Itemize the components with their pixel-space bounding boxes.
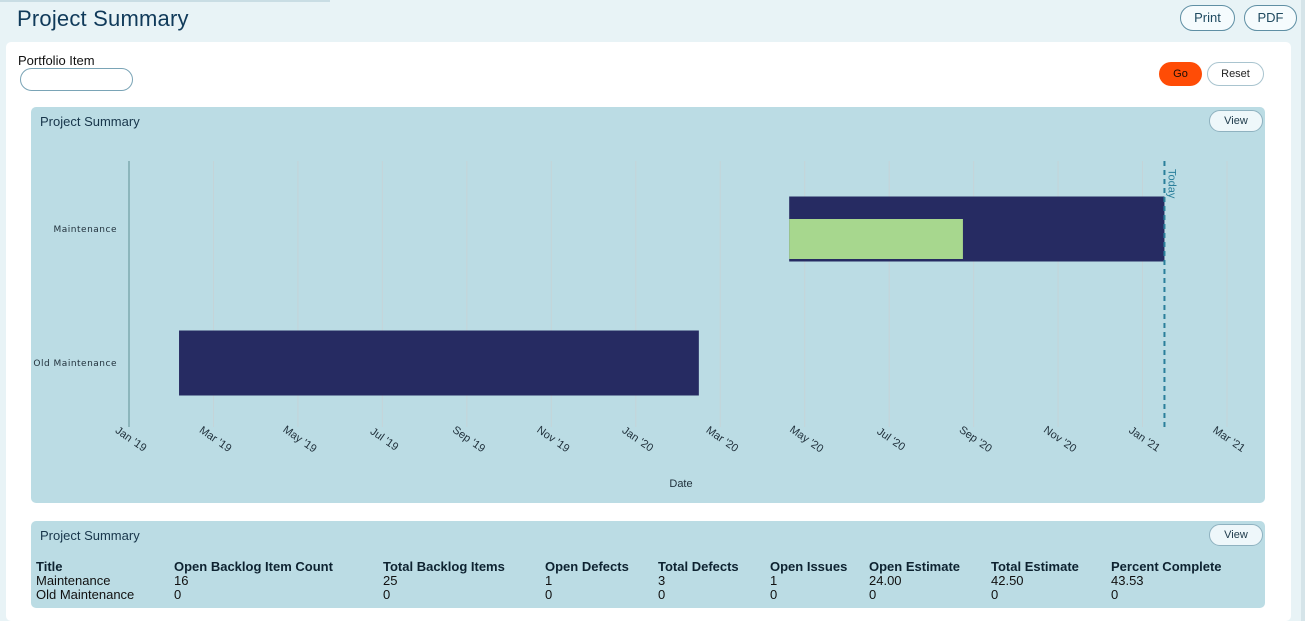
table-cell-title: Maintenance	[36, 573, 111, 588]
table-cell: 3	[658, 573, 666, 588]
x-tick-label: Mar '19	[197, 424, 234, 455]
x-tick-label: Jan '20	[620, 425, 656, 455]
x-tick-label: May '19	[281, 424, 319, 456]
y-row-label: Maintenance	[54, 225, 117, 235]
table-cell: 1	[545, 573, 553, 588]
table-cell: 0	[383, 587, 391, 602]
column-header-total-defects: Total Defects	[658, 559, 739, 574]
gantt-progress-bar	[789, 219, 963, 259]
table-cell: 24.00	[869, 573, 902, 588]
gantt-card-title: Project Summary	[40, 114, 140, 129]
table-cell: 0	[869, 587, 877, 602]
table-view-button[interactable]: View	[1209, 524, 1263, 546]
table-cell: 0	[658, 587, 666, 602]
column-header-total-estimate: Total Estimate	[991, 559, 1079, 574]
x-tick-label: Nov '20	[1041, 424, 1078, 455]
x-tick-label: May '20	[787, 424, 825, 456]
summary-table-card: Project Summary View Title Open Backlog …	[31, 521, 1265, 608]
print-button[interactable]: Print	[1180, 5, 1235, 31]
table-cell: 16	[174, 573, 189, 588]
column-header-percent-complete: Percent Complete	[1111, 559, 1222, 574]
x-tick-label: Jul '20	[875, 426, 908, 454]
reset-button[interactable]: Reset	[1207, 62, 1264, 86]
x-tick-label: Mar '21	[1210, 424, 1247, 455]
column-header-open-defects: Open Defects	[545, 559, 629, 574]
column-header-open-estimate: Open Estimate	[869, 559, 961, 574]
table-card-title: Project Summary	[40, 528, 140, 543]
table-cell-title: Old Maintenance	[36, 587, 135, 602]
x-tick-label: Sep '20	[957, 424, 994, 455]
table-cell: 42.50	[991, 573, 1024, 588]
page-title: Project Summary	[17, 6, 189, 31]
x-tick-label: Jul '19	[368, 426, 401, 454]
x-tick-label: Jan '21	[1126, 425, 1162, 455]
go-button[interactable]: Go	[1159, 62, 1202, 86]
x-tick-label: Jan '19	[113, 425, 149, 455]
gantt-bar	[179, 330, 699, 396]
table-cell: 0	[545, 587, 553, 602]
pdf-button[interactable]: PDF	[1244, 5, 1297, 31]
gantt-view-button[interactable]: View	[1209, 110, 1263, 132]
page-scrollbar[interactable]	[1301, 0, 1305, 621]
table-row: Old Maintenance 0 0 0 0 0 0 0 0	[31, 588, 1265, 602]
gantt-chart: Jan '19 Mar '19 May '19 Jul '19 Sep '19 Nov '…	[33, 161, 1247, 490]
table-row: Maintenance 16 25 1 3 1 24.00 42.50 43.5…	[31, 574, 1265, 588]
top-divider	[0, 0, 330, 2]
summary-table: Title Open Backlog Item Count Total Back…	[31, 560, 1265, 602]
table-cell: 43.53	[1111, 573, 1144, 588]
table-cell: 25	[383, 573, 398, 588]
portfolio-item-input[interactable]	[20, 68, 133, 91]
x-tick-label: Sep '19	[450, 424, 487, 455]
y-row-label: Old Maintenance	[33, 359, 117, 369]
table-cell: 0	[174, 587, 182, 602]
table-cell: 0	[991, 587, 999, 602]
x-tick-label: Nov '19	[534, 424, 571, 455]
table-cell: 0	[770, 587, 778, 602]
column-header-open-issues: Open Issues	[770, 559, 848, 574]
x-axis-label: Date	[669, 478, 692, 490]
column-header-total-backlog: Total Backlog Items	[383, 559, 505, 574]
table-cell: 0	[1111, 587, 1119, 602]
table-cell: 1	[770, 573, 778, 588]
gantt-card: Jan '19 Mar '19 May '19 Jul '19 Sep '19 Nov '…	[31, 107, 1265, 503]
x-tick-label: Mar '20	[704, 424, 741, 455]
today-label: Today	[1165, 169, 1177, 199]
table-header-row: Title Open Backlog Item Count Total Back…	[31, 560, 1265, 574]
column-header-open-backlog: Open Backlog Item Count	[174, 559, 333, 574]
portfolio-item-label: Portfolio Item	[18, 53, 95, 68]
column-header-title: Title	[36, 559, 63, 574]
